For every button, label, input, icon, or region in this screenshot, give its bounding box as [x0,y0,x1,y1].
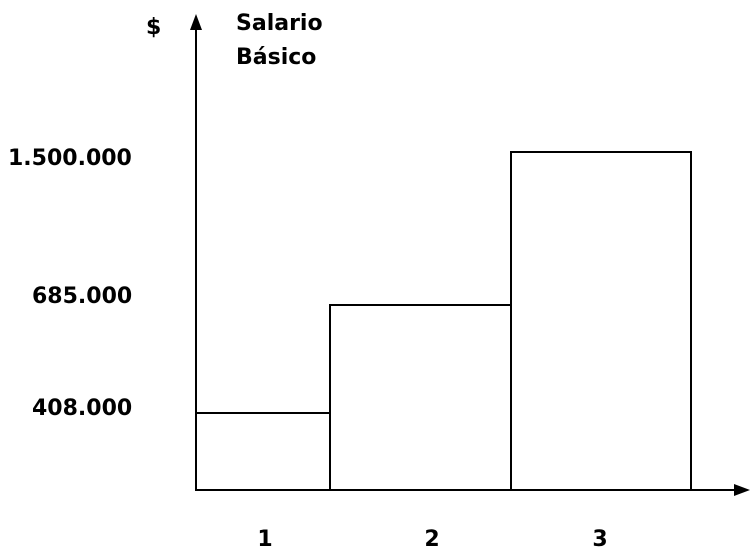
bar-3 [510,151,692,491]
x-tick-label-2: 2 [424,527,439,552]
chart-title-line-1: Salario [236,11,323,36]
x-axis-arrow [734,484,750,496]
y-axis-label: $ [146,15,161,40]
y-tick-label-1500000: 1.500.000 [8,146,132,171]
x-tick-label-1: 1 [257,527,272,552]
y-axis-arrow [190,14,202,30]
bars-group [195,151,692,491]
x-tick-label-3: 3 [592,527,607,552]
bar-2 [329,304,512,491]
y-tick-label-408000: 408.000 [32,396,132,421]
y-tick-label-685000: 685.000 [32,284,132,309]
bar-1 [195,412,331,491]
chart-title-line-2: Básico [236,45,316,70]
